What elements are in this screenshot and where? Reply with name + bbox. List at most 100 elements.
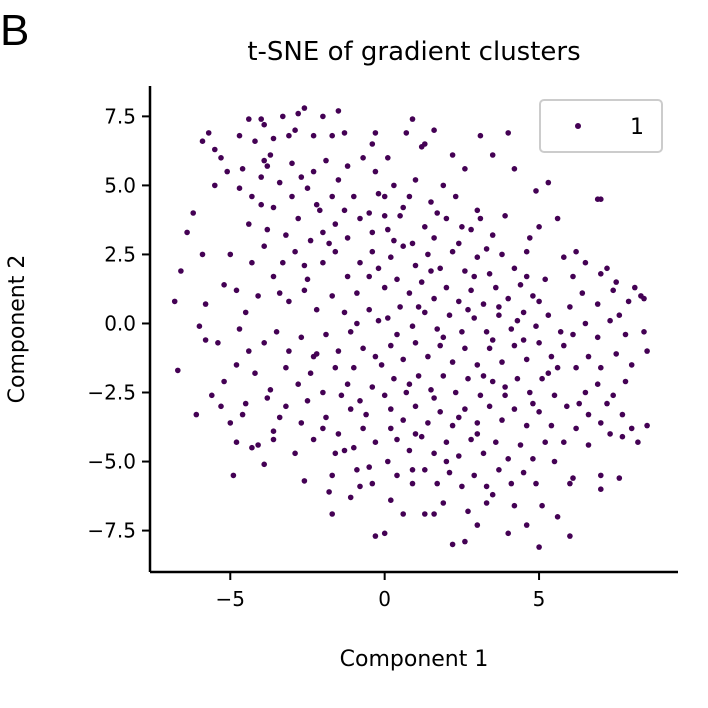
data-point: [598, 420, 604, 426]
data-point: [378, 362, 385, 368]
data-point: [502, 213, 508, 219]
data-point: [301, 478, 308, 484]
data-point: [440, 500, 447, 506]
data-point: [418, 144, 425, 150]
data-point: [385, 458, 391, 465]
data-point: [351, 193, 357, 200]
data-point: [320, 113, 326, 120]
data-point: [474, 254, 481, 260]
data-point: [520, 469, 527, 476]
data-point: [511, 166, 518, 172]
data-point: [443, 458, 450, 465]
data-point: [452, 389, 459, 396]
data-point: [175, 367, 181, 374]
data-point: [582, 320, 589, 327]
data-point: [363, 411, 369, 418]
data-point: [199, 251, 206, 258]
data-point: [258, 174, 265, 180]
data-point: [554, 514, 561, 520]
data-point: [412, 340, 419, 346]
data-point: [443, 215, 450, 222]
data-point: [354, 320, 360, 327]
data-point: [412, 431, 419, 437]
data-point: [530, 456, 536, 462]
data-point: [440, 182, 447, 189]
data-point: [221, 282, 227, 288]
data-point: [406, 447, 413, 454]
data-point: [403, 389, 410, 396]
data-point: [471, 315, 478, 321]
data-point: [613, 279, 619, 285]
data-point: [610, 392, 616, 399]
data-point: [508, 326, 515, 332]
data-point: [465, 508, 471, 515]
data-point: [196, 323, 203, 330]
data-point: [326, 240, 332, 247]
data-point: [431, 235, 437, 241]
data-point: [459, 483, 465, 490]
data-point: [548, 353, 555, 360]
data-point: [298, 420, 305, 426]
data-point: [622, 378, 629, 385]
y-tick-label: 2.5: [104, 242, 136, 266]
data-point: [449, 152, 456, 158]
data-point: [283, 232, 289, 238]
data-point: [585, 353, 592, 360]
data-point: [635, 439, 641, 446]
data-point: [523, 522, 530, 528]
data-point: [511, 502, 518, 509]
data-point: [573, 248, 579, 255]
data-point: [536, 544, 542, 550]
data-point: [551, 392, 558, 399]
data-point: [369, 248, 376, 255]
data-point: [570, 273, 576, 280]
data-point: [527, 235, 533, 241]
data-point: [514, 375, 521, 382]
data-point: [533, 480, 539, 487]
data-point: [474, 362, 481, 368]
data-point: [462, 538, 468, 545]
data-point: [530, 293, 536, 299]
data-point: [486, 271, 493, 277]
data-point: [576, 400, 582, 407]
data-point: [409, 323, 416, 330]
data-point: [233, 287, 240, 294]
data-point: [276, 414, 283, 421]
data-point: [230, 472, 237, 479]
data-point: [372, 168, 379, 175]
data-point: [607, 431, 613, 437]
data-point: [258, 116, 265, 122]
data-point: [459, 329, 465, 335]
data-point: [616, 475, 623, 481]
data-point: [489, 152, 496, 158]
data-point: [412, 177, 419, 183]
data-point: [594, 334, 601, 341]
data-point: [246, 116, 252, 122]
data-point: [301, 287, 308, 294]
data-point: [422, 511, 428, 517]
data-point: [561, 254, 567, 260]
data-point: [385, 315, 391, 321]
data-point: [171, 298, 178, 305]
data-point: [468, 226, 474, 233]
data-point: [505, 530, 512, 537]
data-point: [236, 326, 243, 332]
y-tick-label: 7.5: [104, 104, 136, 128]
data-point: [628, 425, 635, 432]
data-point: [252, 138, 258, 144]
data-point: [462, 345, 468, 352]
data-point: [425, 251, 431, 258]
data-point: [381, 284, 388, 291]
data-point: [632, 284, 638, 291]
data-point: [375, 265, 382, 272]
data-point: [184, 229, 190, 236]
data-point: [548, 422, 555, 429]
data-point: [514, 317, 521, 324]
data-point: [523, 248, 530, 255]
data-point: [449, 541, 456, 548]
data-point: [400, 511, 407, 517]
data-point: [477, 132, 484, 139]
y-tick-label: −5.0: [87, 450, 136, 474]
data-point: [329, 293, 336, 299]
axes: [148, 86, 678, 574]
